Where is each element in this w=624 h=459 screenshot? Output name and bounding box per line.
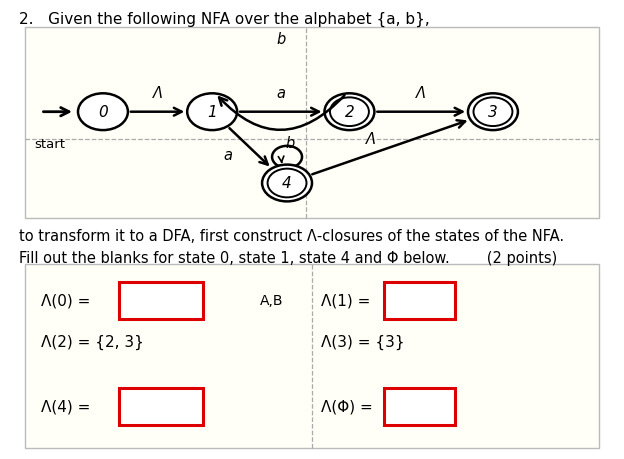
Text: 2: 2: [344, 105, 354, 120]
Text: to transform it to a DFA, first construct Λ-closures of the states of the NFA.: to transform it to a DFA, first construc…: [19, 229, 564, 244]
Text: Fill out the blanks for state 0, state 1, state 4 and Φ below.        (2 points): Fill out the blanks for state 0, state 1…: [19, 250, 557, 265]
Circle shape: [187, 94, 237, 131]
Text: a: a: [276, 86, 285, 101]
Text: a: a: [223, 147, 232, 162]
Circle shape: [78, 94, 128, 131]
Text: start: start: [34, 138, 66, 151]
Circle shape: [324, 94, 374, 131]
Text: b: b: [286, 135, 295, 151]
Text: 1: 1: [207, 105, 217, 120]
Text: Λ(4) =: Λ(4) =: [41, 399, 90, 414]
Text: A,B: A,B: [260, 294, 283, 308]
Text: 2.   Given the following NFA over the alphabet {a, b},: 2. Given the following NFA over the alph…: [19, 11, 429, 27]
Text: Λ(2) = {2, 3}: Λ(2) = {2, 3}: [41, 334, 144, 350]
Text: 4: 4: [282, 176, 292, 191]
Text: Λ(1) =: Λ(1) =: [321, 293, 371, 308]
Text: Λ(0) =: Λ(0) =: [41, 293, 90, 308]
Circle shape: [262, 165, 312, 202]
Bar: [119, 282, 203, 319]
Bar: [384, 388, 456, 425]
Text: 3: 3: [488, 105, 498, 120]
Text: Λ: Λ: [152, 86, 163, 101]
Bar: [25, 28, 599, 218]
Text: Λ(3) = {3}: Λ(3) = {3}: [321, 334, 405, 350]
Circle shape: [468, 94, 518, 131]
Text: Λ(Φ) =: Λ(Φ) =: [321, 399, 373, 414]
Bar: [25, 264, 599, 448]
Text: Λ: Λ: [366, 131, 376, 146]
Text: 0: 0: [98, 105, 108, 120]
Bar: [119, 388, 203, 425]
Bar: [384, 282, 456, 319]
Text: Λ: Λ: [416, 86, 426, 101]
Text: b: b: [276, 32, 285, 46]
